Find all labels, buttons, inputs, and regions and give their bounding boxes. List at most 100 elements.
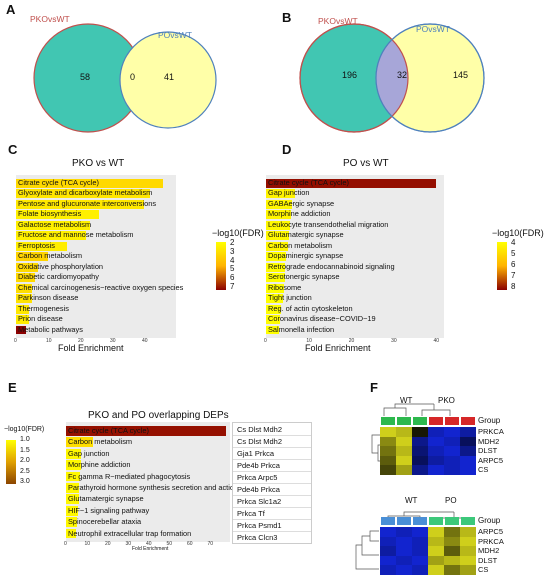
panel-e-legend-title: −log10(FDR)	[4, 426, 45, 433]
panel-d-row: Morphine addiction	[266, 209, 444, 220]
heatmap-group-cell	[413, 517, 427, 525]
heatmap-cell	[428, 436, 444, 447]
venn-b-left-count: 196	[342, 70, 358, 80]
gene-table-cell: Pde4b Prkca	[237, 485, 280, 494]
panel-c-xtick: 10	[46, 338, 52, 344]
panel-c-bar	[16, 283, 32, 293]
panel-e-row: Citrate cycle (TCA cycle)	[66, 425, 230, 436]
panel-c-bar	[16, 325, 26, 335]
venn-b-overlap-count: 32	[397, 70, 408, 80]
panel-d-bar	[266, 273, 285, 283]
panel-c-xtick: 20	[78, 338, 84, 344]
heatmap-cell	[444, 436, 460, 447]
heatmap-cell	[412, 455, 428, 466]
heatmap-cell	[460, 446, 476, 456]
panel-c-bar	[16, 252, 48, 262]
gene-table-cell: Prkca Clcn3	[237, 533, 278, 542]
panel-d-row: GABAergic synapse	[266, 199, 444, 209]
heatmap-cell	[412, 555, 428, 566]
legend-tick: 6	[230, 273, 235, 283]
legend-tick: 5	[230, 264, 235, 274]
panel-d-bar-label: Gap junction	[268, 188, 310, 198]
panel-e-bar-label: Fc gamma R−mediated phagocytosis	[68, 471, 191, 481]
gene-table-cell: Cs Dlst Mdh2	[237, 437, 283, 446]
heatmap-cell	[428, 555, 444, 566]
heatmap-top-col-dendrogram	[383, 403, 451, 416]
panel-d-row: Leukocyte transendothelial migration	[266, 220, 444, 230]
gene-table-cell: Prkca Tf	[237, 509, 265, 518]
heatmap-bottom-group-label: Group	[478, 516, 501, 525]
heatmap-cell	[428, 455, 444, 466]
legend-tick: 7	[230, 282, 235, 291]
heatmap-cell	[444, 527, 460, 537]
heatmap-cell	[380, 465, 396, 475]
heatmap-top-group2-label: PKO	[438, 396, 455, 405]
panel-e-bar-label: Citrate cycle (TCA cycle)	[68, 426, 149, 435]
panel-e-bar-label: Gap junction	[68, 448, 110, 458]
panel-c-bar	[16, 231, 87, 241]
legend-tick: 2.0	[20, 457, 30, 464]
heatmap-top-group-label: Group	[478, 416, 501, 425]
panel-e-bar-label: Spinocerebellar ataxia	[68, 517, 142, 527]
gene-table-cell: Cs Dlst Mdh2	[237, 425, 283, 434]
venn-a-left-count: 58	[80, 72, 91, 82]
heatmap-top	[380, 427, 476, 475]
panel-c-row: Folate biosynthesis	[16, 209, 176, 220]
panel-e-bar-label: Carbon metabolism	[68, 437, 133, 447]
heatmap-cell	[412, 427, 428, 437]
heatmap-cell	[396, 427, 412, 437]
panel-c-bar-label: Citrate cycle (TCA cycle)	[18, 178, 99, 187]
heatmap-cell	[428, 446, 444, 456]
gene-table-divider	[233, 531, 311, 532]
panel-c-row: Glyoxylate and dicarboxylate metabolism	[16, 188, 176, 199]
panel-d-row: Serotonergic synapse	[266, 272, 444, 283]
panel-e-bar	[66, 448, 82, 459]
panel-d-bar-label: Salmonella infection	[268, 324, 335, 334]
legend-tick: 3	[230, 246, 235, 256]
heatmap-group-cell	[461, 517, 475, 525]
heatmap-bottom	[380, 527, 476, 575]
panel-c-bar	[16, 179, 164, 188]
panel-c-bar-label: Oxidative phosphorylation	[18, 261, 104, 271]
panel-d-bar	[266, 294, 283, 304]
venn-b-left-title: PKOvsWT	[318, 16, 358, 26]
heatmap-cell	[444, 455, 460, 466]
panel-d-row: Dopaminergic synapse	[266, 251, 444, 262]
heatmap-group-cell	[397, 517, 411, 525]
heatmap-bottom-row-labels: ARPC5 PRKCA MDH2 DLST CS	[478, 527, 538, 575]
panel-d-xtick: 0	[264, 338, 267, 344]
panel-d-row: Salmonella infection	[266, 325, 444, 335]
panel-c-xtick: 40	[142, 338, 148, 344]
heatmap-group-cell	[445, 517, 459, 525]
panel-d-legend-bar	[497, 242, 507, 290]
panel-c-bar	[16, 273, 36, 283]
venn-a	[33, 23, 217, 133]
panel-d-xtick: 20	[348, 338, 355, 344]
heatmap-cell	[380, 527, 396, 537]
panel-d-bar-label: Coronavirus disease−COVID−19	[268, 314, 376, 324]
panel-c-xtick: 0	[14, 338, 17, 344]
panel-c-bar-label: Prion disease	[18, 314, 63, 324]
panel-c-label: C	[8, 142, 18, 157]
panel-e-bar-label: Neutrophil extracellular trap formation	[68, 528, 192, 538]
heatmap-group-cell	[429, 417, 443, 425]
heatmap-row-label: MDH2	[478, 436, 500, 446]
panel-d-bar	[266, 325, 279, 335]
panel-f-label: F	[370, 380, 378, 395]
panel-d-row: Ribosome	[266, 283, 444, 293]
gene-table-cell: Prkca Slc1a2	[237, 497, 282, 506]
panel-d-bar	[266, 283, 284, 293]
panel-d-legend-ticks: 4 5 6 7 8	[511, 238, 531, 292]
heatmap-cell	[444, 546, 460, 556]
heatmap-cell	[380, 446, 396, 456]
legend-tick: 1.5	[20, 446, 30, 454]
venn-a-overlap-count: 0	[130, 72, 136, 82]
panel-c-bar-label: Diabetic cardiomyopathy	[18, 272, 99, 282]
heatmap-cell	[396, 446, 412, 456]
panel-d-xlabel: Fold Enrichment	[305, 343, 371, 353]
heatmap-cell	[380, 455, 396, 466]
panel-e-bar-label: Morphine addiction	[68, 460, 131, 470]
panel-e-xtick: 70	[207, 541, 214, 547]
panel-c-row: Parkinson disease	[16, 293, 176, 304]
legend-tick: 8	[511, 282, 516, 291]
